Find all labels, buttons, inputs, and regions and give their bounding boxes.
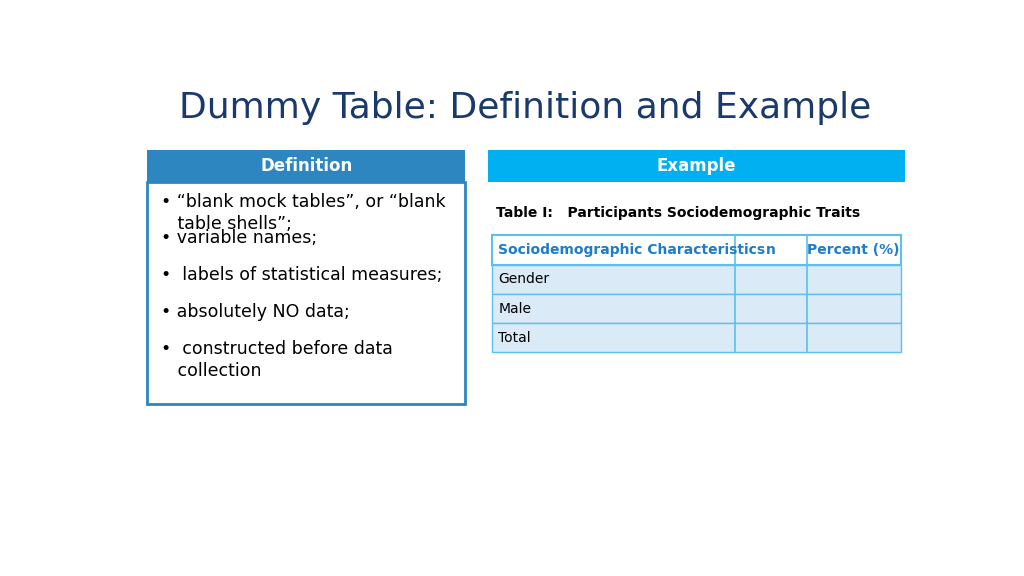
Text: Total: Total <box>499 331 531 345</box>
Bar <box>493 265 901 294</box>
Text: • variable names;: • variable names; <box>162 229 317 247</box>
Bar <box>493 323 901 353</box>
Text: Gender: Gender <box>499 272 550 286</box>
Text: Dummy Table: Definition and Example: Dummy Table: Definition and Example <box>178 90 871 124</box>
Text: Male: Male <box>499 302 531 316</box>
Text: •  constructed before data
   collection: • constructed before data collection <box>162 340 393 380</box>
Text: Table I:   Participants Sociodemographic Traits: Table I: Participants Sociodemographic T… <box>496 206 860 220</box>
Text: Example: Example <box>656 157 736 175</box>
Bar <box>488 150 904 183</box>
Text: • absolutely NO data;: • absolutely NO data; <box>162 303 350 321</box>
Bar <box>147 150 465 183</box>
Text: • “blank mock tables”, or “blank
   table shells”;: • “blank mock tables”, or “blank table s… <box>162 193 445 233</box>
Text: Percent (%): Percent (%) <box>808 243 900 257</box>
Text: •  labels of statistical measures;: • labels of statistical measures; <box>162 266 442 284</box>
Bar <box>493 236 901 265</box>
Text: n: n <box>766 243 776 257</box>
Bar <box>147 183 465 404</box>
Bar <box>493 294 901 323</box>
Text: Definition: Definition <box>260 157 352 175</box>
Text: Sociodemographic Characteristics: Sociodemographic Characteristics <box>499 243 766 257</box>
